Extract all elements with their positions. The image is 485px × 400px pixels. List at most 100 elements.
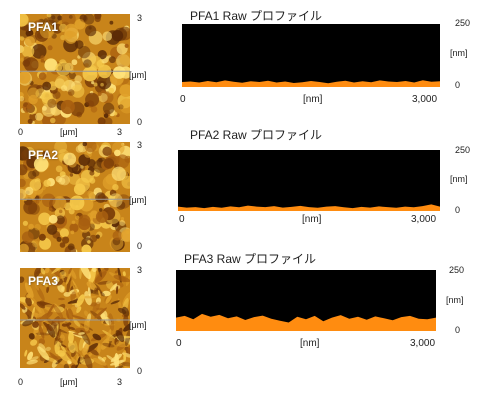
afm-grain [27, 351, 34, 361]
afm-grain [120, 362, 130, 367]
afm-grain [109, 189, 117, 197]
afm-grain [102, 102, 115, 115]
afm-grain [32, 240, 39, 248]
afm-grain [115, 286, 119, 295]
afm-grain [80, 268, 91, 280]
afm-grain [102, 31, 113, 41]
profile-y-tick-top: 250 [449, 265, 465, 275]
afm-label: PFA3 [28, 274, 59, 288]
afm-grain [65, 273, 72, 285]
afm-grain [109, 283, 118, 292]
afm-grain [49, 352, 61, 363]
afm-grain [33, 19, 44, 30]
afm-grain [108, 193, 123, 208]
afm-grain [59, 228, 69, 238]
afm-grain [55, 64, 63, 72]
afm-grain [63, 363, 70, 368]
afm-grain [45, 346, 51, 352]
afm-grain [24, 349, 28, 357]
afm-grain [121, 228, 130, 242]
afm-grain [76, 306, 82, 313]
afm-grain [50, 117, 56, 124]
afm-grain [112, 184, 119, 191]
afm-grain [103, 158, 115, 169]
afm-grain [57, 15, 63, 21]
afm-grain [24, 36, 35, 47]
afm-grain [65, 307, 69, 320]
afm-grain [33, 157, 49, 172]
afm-grain [33, 302, 42, 314]
afm-grain [20, 57, 25, 62]
afm-grain [20, 178, 26, 188]
afm-y-tick-bottom: 0 [137, 241, 143, 251]
afm-grain [115, 329, 125, 343]
afm-grain [68, 15, 73, 19]
profile-chart-pfa2 [178, 150, 440, 211]
afm-grain [78, 332, 85, 335]
afm-y-tick-top: 3 [137, 265, 143, 275]
afm-grain [123, 314, 129, 327]
afm-grain [110, 300, 120, 305]
afm-grain [84, 310, 89, 317]
afm-grain [87, 240, 91, 244]
afm-texture [20, 14, 130, 124]
afm-grain [20, 71, 31, 84]
afm-grain [92, 333, 102, 341]
afm-grain [57, 284, 65, 293]
afm-grain [28, 223, 34, 230]
profile-y-tick-top: 250 [455, 145, 471, 155]
afm-grain [89, 348, 99, 356]
afm-grain [109, 56, 116, 64]
afm-label: PFA1 [28, 20, 59, 34]
afm-grain [44, 58, 58, 72]
afm-grain [106, 329, 112, 343]
afm-grain [90, 106, 98, 113]
afm-grain [89, 234, 98, 243]
afm-grain [68, 268, 72, 275]
afm-grain [35, 199, 40, 204]
afm-grain [68, 340, 76, 354]
profile-y-tick-top: 250 [455, 18, 471, 28]
afm-grain [26, 104, 32, 110]
afm-grain [42, 81, 52, 91]
profile-plot [182, 24, 440, 87]
afm-grain [21, 45, 35, 58]
afm-grain [25, 297, 32, 307]
afm-grain [20, 14, 29, 27]
afm-grain [46, 224, 58, 235]
afm-grain [36, 286, 45, 301]
afm-grain [38, 311, 53, 322]
afm-grain [71, 315, 88, 321]
profile-x-tick-left: 0 [176, 338, 182, 349]
afm-grain [52, 91, 61, 99]
afm-texture [20, 142, 130, 252]
afm-grain [103, 113, 109, 118]
afm-grain [60, 99, 75, 115]
afm-grain [100, 90, 106, 96]
afm-grain [20, 164, 28, 176]
afm-grain [54, 328, 62, 345]
afm-grain [124, 155, 130, 163]
afm-grain [119, 98, 130, 114]
afm-grain [123, 322, 130, 332]
afm-grain [40, 58, 45, 63]
afm-grain [78, 214, 91, 227]
afm-grain [91, 81, 95, 85]
afm-y-tick-bottom: 0 [137, 117, 143, 127]
profile-x-unit: [nm] [300, 338, 320, 349]
afm-grain [119, 220, 126, 226]
afm-grain [28, 94, 38, 105]
afm-grain [109, 20, 114, 25]
profile-x-tick-right: 3,000 [410, 338, 436, 349]
afm-grain [116, 343, 126, 351]
afm-grain [85, 92, 100, 107]
afm-grain [51, 15, 56, 20]
afm-y-tick-bottom: 0 [137, 366, 143, 376]
profile-area [176, 313, 436, 331]
afm-grain [97, 356, 106, 363]
afm-grain [97, 280, 112, 285]
afm-y-unit: [μm] [129, 195, 147, 205]
afm-grain [60, 34, 66, 41]
afm-grain [119, 52, 130, 66]
afm-grain [95, 192, 106, 203]
